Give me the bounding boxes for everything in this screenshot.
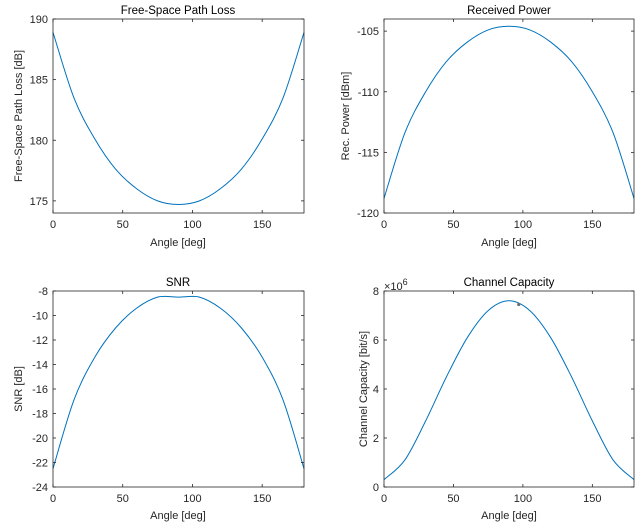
axes-box — [383, 290, 635, 488]
y-tick-label: -14 — [32, 360, 48, 372]
axes-box — [52, 290, 305, 488]
x-tick-label: 50 — [447, 219, 459, 231]
x-tick-label: 100 — [183, 219, 201, 231]
y-tick-label: 180 — [30, 135, 48, 147]
y-axis-label: Rec. Power [dBm] — [340, 72, 352, 161]
panel-channel-capacity: Channel Capacity Angle [deg] Channel Cap… — [358, 277, 635, 522]
y-tick-label: -120 — [357, 208, 379, 220]
y-tick-label: -18 — [32, 409, 48, 421]
y-axis-label: Channel Capacity [bit/s] — [358, 331, 370, 447]
y-tick-label: 8 — [373, 286, 379, 298]
y-tick-label: 2 — [373, 433, 379, 445]
x-tick-label: 50 — [447, 493, 459, 505]
y-tick-label: -8 — [38, 286, 48, 298]
y-tick-label: 190 — [30, 14, 48, 26]
data-marker — [517, 302, 521, 307]
panel-snr: SNR Angle [deg] SNR [dB] 0 50 100 150 -24 -22… — [13, 277, 305, 522]
x-axis-label: Angle [deg] — [481, 237, 537, 249]
x-tick-label: 150 — [253, 219, 271, 231]
y-tick-label: -24 — [32, 482, 48, 494]
x-tick-label: 50 — [117, 493, 129, 505]
x-tick-label: 0 — [50, 219, 56, 231]
y-axis-exponent: ×106 — [384, 277, 408, 293]
axes-box — [52, 18, 305, 214]
y-tick-label: 4 — [373, 384, 379, 396]
x-tick-label: 150 — [583, 493, 601, 505]
axes-box — [383, 18, 635, 214]
series-line — [52, 32, 305, 206]
y-tick-label: -16 — [32, 384, 48, 396]
x-tick-label: 100 — [514, 493, 532, 505]
y-tick-label: -10 — [32, 311, 48, 323]
y-tick-label: -22 — [32, 458, 48, 470]
y-tick-label: -115 — [358, 147, 379, 159]
y-axis-exponent-base: ×10 — [384, 281, 403, 293]
x-axis-label: Angle [deg] — [481, 510, 537, 522]
x-tick-label: 0 — [50, 493, 56, 505]
y-axis-label: Free-Space Path Loss [dB] — [13, 50, 25, 182]
y-tick-label: 185 — [30, 75, 48, 87]
x-tick-label: 0 — [381, 219, 387, 231]
y-tick-label: -110 — [358, 87, 379, 99]
y-axis-label: SNR [dB] — [13, 366, 25, 412]
y-tick-label: 175 — [30, 196, 48, 208]
x-tick-label: 50 — [117, 219, 129, 231]
chart-title: Channel Capacity — [464, 277, 555, 289]
x-axis-label: Angle [deg] — [150, 237, 206, 249]
panel-path-loss: Free-Space Path Loss Angle [deg] Free-Sp… — [13, 5, 305, 249]
x-tick-label: 150 — [253, 493, 271, 505]
chart-title: Free-Space Path Loss — [121, 5, 236, 17]
x-tick-label: 0 — [381, 493, 387, 505]
x-tick-label: 100 — [183, 493, 201, 505]
y-tick-label: -20 — [32, 433, 48, 445]
y-axis-exponent-power: 6 — [403, 277, 408, 287]
series-line — [52, 295, 305, 469]
x-axis-label: Angle [deg] — [150, 510, 206, 522]
panel-received-power: Received Power Angle [deg] Rec. Power [d… — [340, 5, 635, 249]
series-line — [383, 25, 635, 199]
chart-title: Received Power — [467, 5, 551, 17]
chart-title: SNR — [166, 277, 190, 289]
y-tick-label: -105 — [357, 26, 379, 38]
x-tick-label: 150 — [583, 219, 601, 231]
series-line — [383, 300, 635, 481]
y-tick-label: 6 — [373, 335, 379, 347]
y-tick-label: -12 — [32, 335, 48, 347]
x-tick-label: 100 — [514, 219, 532, 231]
y-tick-label: 0 — [373, 482, 379, 494]
